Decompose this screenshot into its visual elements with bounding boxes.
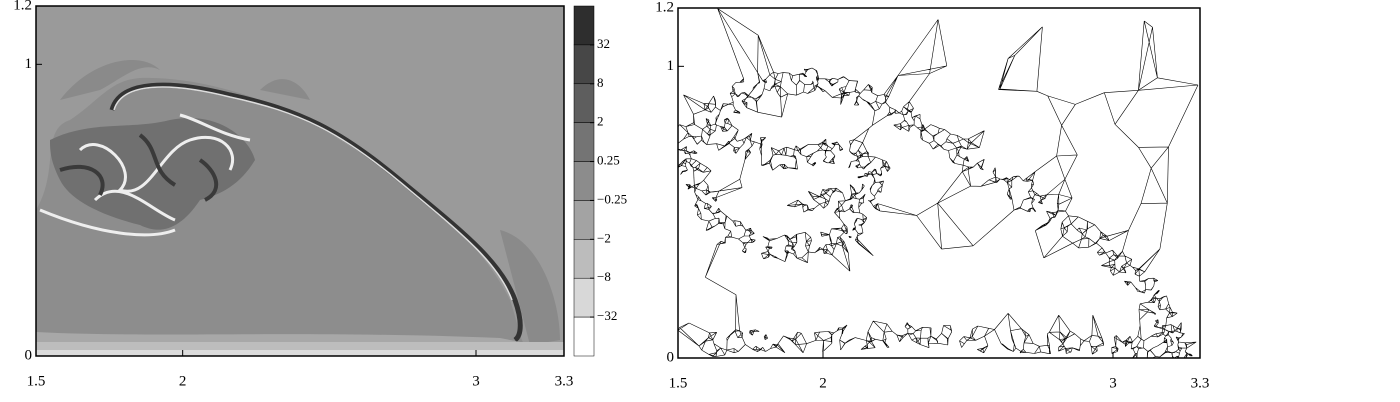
colorbar-label: 8 — [597, 75, 604, 90]
x-tick-label: 1.5 — [669, 375, 688, 391]
colorbar-band — [573, 161, 595, 201]
y-tick-label: 1 — [25, 56, 33, 72]
colorbar-band — [573, 277, 595, 318]
colorbar-band — [573, 44, 595, 85]
x-tick-label: 1.5 — [27, 373, 46, 389]
colorbar-band — [573, 200, 595, 240]
mesh-edges — [678, 8, 1199, 358]
x-tick-label: 2 — [179, 373, 187, 389]
plot-frame — [677, 7, 1201, 359]
colorbar-band — [573, 83, 595, 123]
colorbar-band — [573, 239, 595, 279]
colorbar-label: −32 — [597, 308, 617, 323]
y-tick-label: 1.2 — [13, 0, 32, 13]
colorbar-label: −8 — [597, 269, 611, 284]
y-tick-label: 1.2 — [655, 0, 674, 15]
y-tick-label: 0 — [25, 347, 33, 363]
y-tick-label: 0 — [667, 349, 675, 365]
x-tick-label: 2 — [819, 375, 827, 391]
colorbar-label: −0.25 — [597, 191, 627, 206]
plot-frame — [35, 5, 565, 357]
x-tick-label: 3.3 — [555, 373, 574, 389]
colorbar-label: −2 — [597, 230, 611, 245]
mesh — [678, 8, 1199, 358]
colorbar-label: 0.25 — [597, 153, 620, 168]
colorbar-band — [573, 316, 595, 357]
contour-field — [36, 6, 564, 356]
x-tick-label: 3 — [472, 373, 480, 389]
x-tick-label: 3 — [1109, 375, 1117, 391]
x-tick-label: 3.3 — [1191, 375, 1210, 391]
colorbar-band — [573, 5, 595, 46]
y-tick-label: 1 — [667, 58, 675, 74]
colorbar-label: 32 — [597, 36, 610, 51]
colorbar-label: 2 — [597, 114, 604, 129]
colorbar-band — [573, 122, 595, 162]
